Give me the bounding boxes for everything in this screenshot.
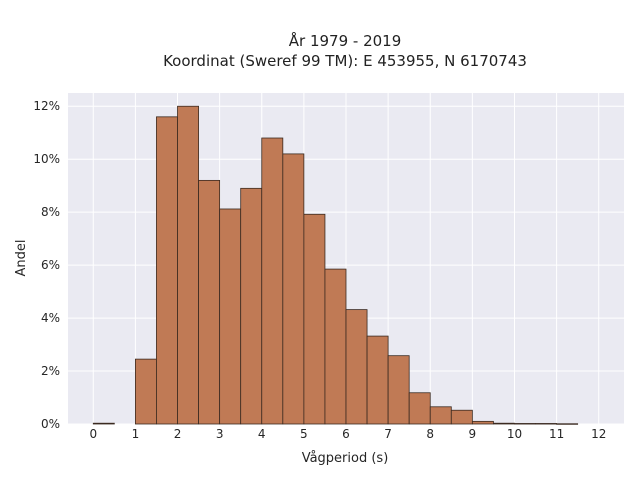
x-tick-label: 9 (469, 427, 477, 441)
x-tick-label: 7 (384, 427, 392, 441)
x-tick-label: 3 (216, 427, 224, 441)
x-tick-labels: 0 1 2 3 4 5 6 7 8 9 10 11 12 (89, 427, 606, 441)
histogram-bar (535, 423, 558, 425)
histogram-bar (92, 422, 115, 425)
histogram-bar (324, 268, 347, 425)
histogram-bar (156, 116, 178, 425)
histogram-bar (177, 105, 199, 425)
y-axis-label: Andel (14, 240, 29, 277)
y-tick-label: 2% (41, 364, 60, 378)
histogram-bar (219, 208, 242, 425)
histogram-bar (493, 422, 515, 425)
chart-subtitle: Koordinat (Sweref 99 TM): E 453955, N 61… (163, 52, 527, 70)
histogram-bar (429, 406, 452, 425)
chart-title: År 1979 - 2019 (289, 31, 402, 50)
y-tick-label: 6% (41, 258, 60, 272)
x-axis-label: Vågperiod (s) (302, 451, 389, 466)
histogram-bar (471, 420, 494, 425)
histogram-bar (303, 213, 326, 425)
histogram-bar (408, 392, 431, 425)
y-tick-labels: 0% 2% 4% 6% 8% 10% 12% (33, 99, 60, 431)
x-tick-label: 11 (549, 427, 564, 441)
histogram-bar (345, 309, 368, 425)
y-tick-label: 0% (41, 417, 60, 431)
histogram-bar (514, 423, 536, 425)
histogram-bar (282, 153, 305, 425)
x-tick-label: 8 (426, 427, 434, 441)
histogram-bar (198, 179, 221, 425)
histogram-bar (134, 358, 157, 425)
x-tick-label: 12 (591, 427, 606, 441)
bars (92, 105, 579, 425)
x-tick-label: 10 (507, 427, 522, 441)
x-tick-label: 1 (132, 427, 140, 441)
x-tick-label: 6 (342, 427, 350, 441)
histogram-bar (556, 423, 579, 425)
histogram-bar (387, 355, 410, 425)
y-tick-label: 10% (33, 152, 60, 166)
y-tick-label: 8% (41, 205, 60, 219)
histogram-bar (450, 409, 473, 425)
x-tick-label: 2 (174, 427, 182, 441)
y-tick-label: 12% (33, 99, 60, 113)
x-tick-label: 5 (300, 427, 308, 441)
x-tick-label: 0 (89, 427, 97, 441)
histogram-bar (261, 137, 284, 425)
x-tick-label: 4 (258, 427, 266, 441)
histogram-bar (240, 187, 263, 425)
y-tick-label: 4% (41, 311, 60, 325)
histogram-bar (366, 335, 389, 425)
